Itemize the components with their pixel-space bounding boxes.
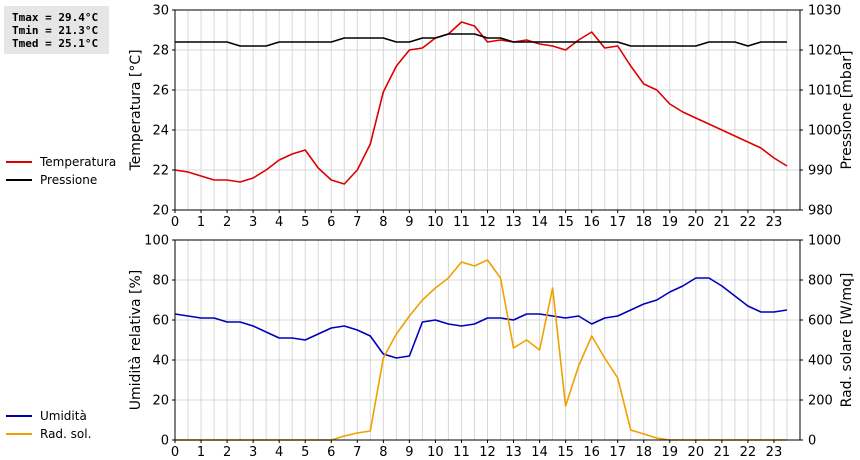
series-line-temperatura: [174, 21, 788, 185]
x-tick-label: 16: [583, 445, 600, 460]
x-tick-label: 2: [223, 215, 231, 230]
y-tick-label: 80: [152, 274, 169, 289]
x-tick-label: 0: [171, 445, 179, 460]
x-tick-label: 4: [275, 445, 283, 460]
y-tick-label: 30: [152, 4, 169, 19]
x-tick-label: 21: [714, 445, 731, 460]
y-axis-label: Umidità relativa [%]: [128, 270, 144, 411]
x-tick-label: 5: [301, 215, 309, 230]
y-tick-label: 40: [152, 354, 169, 369]
legend-label: Temperatura: [40, 155, 117, 169]
stats-box: Tmax = 29.4°C Tmin = 21.3°C Tmed = 25.1°…: [4, 6, 109, 54]
y2-tick-label: 990: [808, 164, 833, 179]
y-tick-label: 0: [161, 434, 169, 449]
x-tick-label: 20: [688, 445, 705, 460]
series-line-pressione: [175, 33, 787, 47]
legend-item-pressione: Pressione: [6, 172, 97, 188]
x-tick-label: 6: [327, 445, 335, 460]
x-tick-label: 20: [688, 215, 705, 230]
y-tick-label: 22: [152, 164, 169, 179]
y-tick-label: 24: [152, 124, 169, 139]
y-tick-label: 100: [144, 234, 169, 249]
x-tick-label: 0: [171, 215, 179, 230]
legend-swatch: [6, 161, 32, 163]
series-line-rad-sol-: [175, 259, 787, 441]
x-tick-label: 12: [479, 215, 496, 230]
x-tick-label: 22: [740, 215, 757, 230]
y-tick-label: 28: [152, 44, 169, 59]
x-tick-label: 7: [353, 215, 361, 230]
y2-tick-label: 200: [808, 394, 833, 409]
y2-tick-label: 600: [808, 314, 833, 329]
y2-tick-label: 1010: [808, 84, 841, 99]
x-tick-label: 23: [766, 215, 783, 230]
x-tick-label: 14: [531, 445, 548, 460]
x-tick-label: 14: [531, 215, 548, 230]
legend-item-temperatura: Temperatura: [6, 154, 116, 170]
y2-axis-label: Pressione [mbar]: [839, 50, 855, 169]
y2-axis-label: Rad. solare [W/mq]: [839, 273, 855, 408]
x-tick-label: 18: [635, 215, 652, 230]
x-tick-label: 17: [609, 445, 626, 460]
x-tick-label: 6: [327, 215, 335, 230]
x-tick-label: 8: [379, 445, 387, 460]
y2-tick-label: 0: [808, 434, 816, 449]
x-tick-label: 1: [197, 215, 205, 230]
y-tick-label: 20: [152, 204, 169, 219]
y2-tick-label: 400: [808, 354, 833, 369]
y2-tick-label: 1000: [808, 234, 841, 249]
stat-tmin: Tmin = 21.3°C: [12, 24, 99, 37]
x-tick-label: 19: [662, 445, 679, 460]
x-tick-label: 15: [557, 215, 574, 230]
x-tick-label: 2: [223, 445, 231, 460]
y-tick-label: 60: [152, 314, 169, 329]
x-tick-label: 18: [635, 445, 652, 460]
x-tick-label: 5: [301, 445, 309, 460]
x-tick-label: 1: [197, 445, 205, 460]
legend-label: Rad. sol.: [40, 427, 92, 441]
x-tick-label: 22: [740, 445, 757, 460]
x-tick-label: 8: [379, 215, 387, 230]
x-tick-label: 9: [405, 445, 413, 460]
x-tick-label: 3: [249, 445, 257, 460]
x-tick-label: 13: [505, 445, 522, 460]
x-tick-label: 19: [662, 215, 679, 230]
x-tick-label: 3: [249, 215, 257, 230]
legend-swatch: [6, 433, 32, 435]
x-tick-label: 16: [583, 215, 600, 230]
legend-item-umidita: Umidità: [6, 408, 87, 424]
x-tick-label: 23: [766, 445, 783, 460]
x-tick-label: 17: [609, 215, 626, 230]
y2-tick-label: 1000: [808, 124, 841, 139]
x-tick-label: 15: [557, 445, 574, 460]
x-tick-label: 11: [453, 445, 470, 460]
legend-swatch: [6, 415, 32, 417]
stat-tmed: Tmed = 25.1°C: [12, 37, 99, 50]
y-tick-label: 20: [152, 394, 169, 409]
x-tick-label: 13: [505, 215, 522, 230]
x-tick-label: 10: [427, 445, 444, 460]
y-tick-label: 26: [152, 84, 169, 99]
x-tick-label: 7: [353, 445, 361, 460]
x-tick-label: 12: [479, 445, 496, 460]
y-axis-label: Temperatura [°C]: [128, 49, 144, 171]
y2-tick-label: 800: [808, 274, 833, 289]
y2-tick-label: 1030: [808, 4, 841, 19]
x-tick-label: 11: [453, 215, 470, 230]
y2-tick-label: 1020: [808, 44, 841, 59]
legend-label: Umidità: [40, 409, 87, 423]
x-tick-label: 9: [405, 215, 413, 230]
x-tick-label: 21: [714, 215, 731, 230]
series-line-umidit-: [174, 277, 788, 359]
legend-item-rad-sol: Rad. sol.: [6, 426, 91, 442]
stat-tmax: Tmax = 29.4°C: [12, 11, 99, 24]
legend-label: Pressione: [40, 173, 98, 187]
x-tick-label: 10: [427, 215, 444, 230]
legend-swatch: [6, 179, 32, 181]
y2-tick-label: 980: [808, 204, 833, 219]
x-tick-label: 4: [275, 215, 283, 230]
